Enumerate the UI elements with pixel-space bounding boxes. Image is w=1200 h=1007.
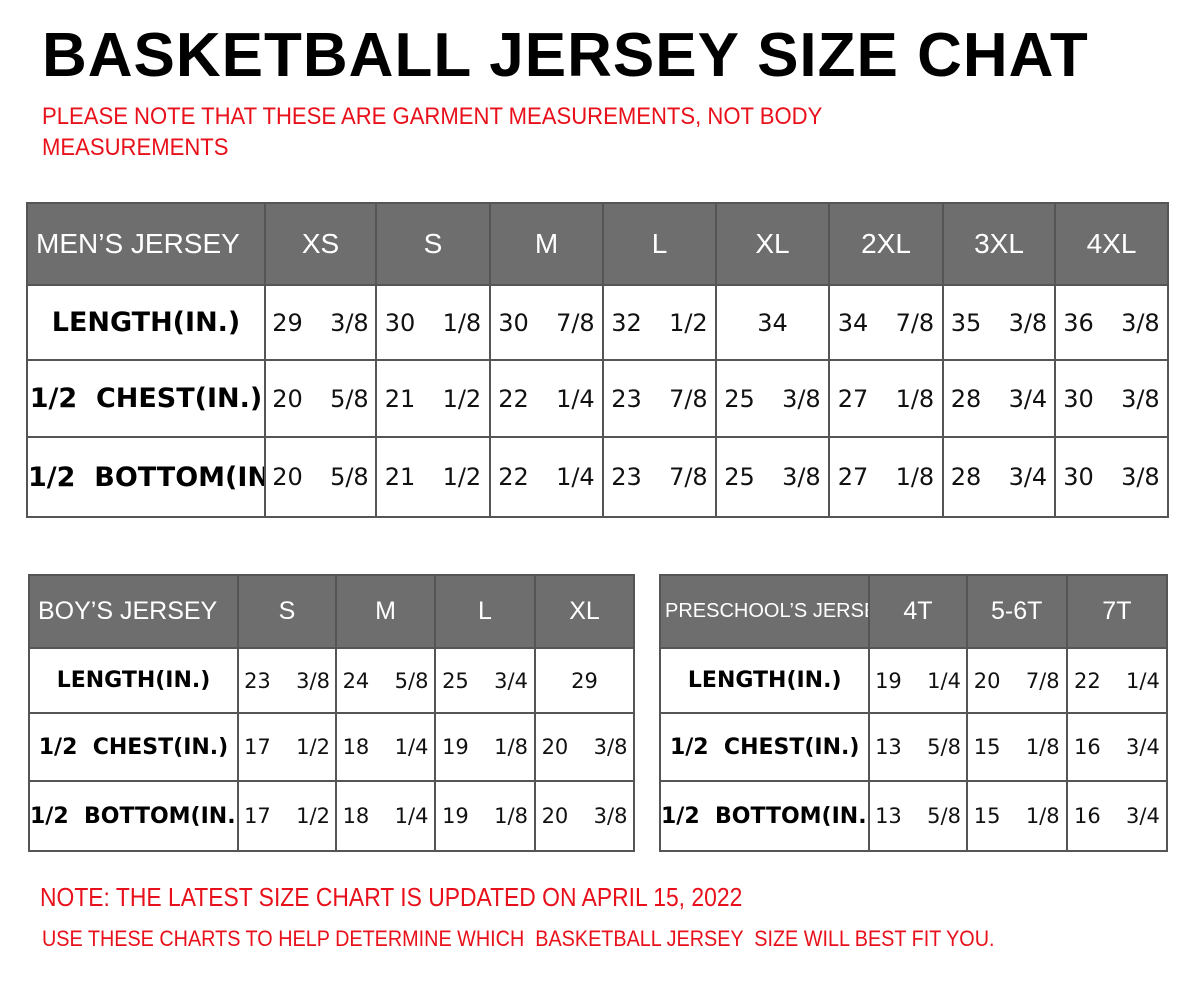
measurement-value: 16 3/4	[1065, 712, 1169, 782]
measurement-value: 21 1/2	[375, 359, 491, 438]
measurement-label: 1/2 BOTTOM(IN.)	[28, 780, 239, 852]
measurement-value: 20 3/8	[534, 780, 635, 852]
measurement-value: 23 3/8	[237, 647, 337, 714]
table-row: LENGTH(IN.) 23 3/8 24 5/8 25 3/4 29	[28, 647, 635, 714]
measurement-label: LENGTH(IN.)	[658, 647, 871, 714]
measurement-value: 22 1/4	[489, 436, 604, 518]
measurement-value: 25 3/4	[434, 647, 536, 714]
measurement-value: 17 1/2	[237, 712, 337, 782]
mens-size-table: MEN’S JERSEY XS S M L XL 2XL 3XL 4XL LENGTH(IN.) 2…	[26, 202, 1169, 518]
measurement-value: 13 5/8	[868, 780, 968, 852]
header-row: PRESCHOOL’S JERSEY 4T 5-6T 7T	[658, 574, 1169, 649]
measurement-value: 27 1/8	[828, 359, 944, 438]
table-title-cell: PRESCHOOL’S JERSEY	[658, 574, 871, 649]
size-header-cell: 2XL	[828, 202, 944, 286]
measurement-value: 16 3/4	[1065, 780, 1169, 852]
measurement-value: 30 1/8	[375, 284, 491, 361]
measurement-value: 19 1/8	[434, 712, 536, 782]
table-row: 1/2 BOTTOM(IN.) 13 5/8 15 1/8 16 3/4	[658, 780, 1169, 852]
measurement-value: 25 3/8	[715, 359, 830, 438]
measurement-label: LENGTH(IN.)	[28, 647, 239, 714]
measurement-value: 17 1/2	[237, 780, 337, 852]
measurement-value: 20 5/8	[264, 359, 377, 438]
size-header-cell: M	[489, 202, 604, 286]
measurement-value: 24 5/8	[335, 647, 436, 714]
measurement-label: 1/2 CHEST(IN.)	[26, 359, 266, 438]
measurement-value: 22 1/4	[489, 359, 604, 438]
size-header-cell: 5-6T	[965, 574, 1068, 649]
size-header-cell: 4XL	[1054, 202, 1169, 286]
size-header-cell: L	[602, 202, 717, 286]
table-row: 1/2 CHEST(IN.) 17 1/2 18 1/4 19 1/8 20 3/8	[28, 712, 635, 782]
measurement-value: 20 3/8	[534, 712, 635, 782]
header-row: BOY’S JERSEY S M L XL	[28, 574, 635, 649]
measurement-value: 35 3/8	[942, 284, 1056, 361]
measurement-value: 29 3/8	[264, 284, 377, 361]
size-header-cell: 7T	[1065, 574, 1169, 649]
measurement-value: 34 7/8	[828, 284, 944, 361]
measurement-value: 32 1/2	[602, 284, 717, 361]
table-row: LENGTH(IN.) 29 3/8 30 1/8 30 7/8 32 1/2 34 34 …	[26, 284, 1169, 361]
size-header-cell: XL	[715, 202, 830, 286]
page-title: BASKETBALL JERSEY SIZE CHAT	[42, 21, 1089, 90]
size-header-cell: L	[434, 574, 536, 649]
measurement-value: 20 5/8	[264, 436, 377, 518]
garment-note-line1: PLEASE NOTE THAT THESE ARE GARMENT MEASU…	[42, 103, 823, 130]
measurement-value: 19 1/8	[434, 780, 536, 852]
measurement-value: 13 5/8	[868, 712, 968, 782]
header-row: MEN’S JERSEY XS S M L XL 2XL 3XL 4XL	[26, 202, 1169, 286]
measurement-value: 36 3/8	[1054, 284, 1169, 361]
measurement-value: 23 7/8	[602, 359, 717, 438]
table-row: 1/2 CHEST(IN.) 20 5/8 21 1/2 22 1/4 23 7/8 25…	[26, 359, 1169, 438]
preschool-size-table: PRESCHOOL’S JERSEY 4T 5-6T 7T LENGTH(IN.) 19 …	[658, 574, 1169, 852]
measurement-value: 18 1/4	[335, 780, 436, 852]
table-row: 1/2 BOTTOM(IN.) 17 1/2 18 1/4 19 1/8 20 3/8	[28, 780, 635, 852]
fit-note: USE THESE CHARTS TO HELP DETERMINE WHICH…	[42, 926, 995, 951]
measurement-value: 18 1/4	[335, 712, 436, 782]
table-row: LENGTH(IN.) 19 1/4 20 7/8 22 1/4	[658, 647, 1169, 714]
size-header-cell: XL	[534, 574, 635, 649]
table-title-cell: MEN’S JERSEY	[26, 202, 266, 286]
measurement-value: 15 1/8	[965, 780, 1068, 852]
measurement-label: 1/2 BOTTOM(IN.)	[26, 436, 266, 518]
table-title-cell: BOY’S JERSEY	[28, 574, 239, 649]
garment-note-line2: MEASUREMENTS	[42, 134, 229, 161]
measurement-value: 34	[715, 284, 830, 361]
measurement-value: 30 3/8	[1054, 436, 1169, 518]
measurement-value: 22 1/4	[1065, 647, 1169, 714]
size-header-cell: M	[335, 574, 436, 649]
measurement-label: LENGTH(IN.)	[26, 284, 266, 361]
update-note: NOTE: THE LATEST SIZE CHART IS UPDATED O…	[40, 882, 743, 912]
measurement-value: 27 1/8	[828, 436, 944, 518]
measurement-value: 30 3/8	[1054, 359, 1169, 438]
boys-size-table: BOY’S JERSEY S M L XL LENGTH(IN.) 23 3/8 24 5/8…	[28, 574, 635, 852]
size-header-cell: XS	[264, 202, 377, 286]
size-header-cell: S	[375, 202, 491, 286]
measurement-value: 30 7/8	[489, 284, 604, 361]
measurement-value: 19 1/4	[868, 647, 968, 714]
measurement-value: 21 1/2	[375, 436, 491, 518]
size-header-cell: S	[237, 574, 337, 649]
size-header-cell: 3XL	[942, 202, 1056, 286]
measurement-value: 28 3/4	[942, 436, 1056, 518]
measurement-value: 20 7/8	[965, 647, 1068, 714]
size-header-cell: 4T	[868, 574, 968, 649]
measurement-label: 1/2 BOTTOM(IN.)	[658, 780, 871, 852]
measurement-value: 29	[534, 647, 635, 714]
measurement-label: 1/2 CHEST(IN.)	[658, 712, 871, 782]
table-row: 1/2 CHEST(IN.) 13 5/8 15 1/8 16 3/4	[658, 712, 1169, 782]
measurement-value: 15 1/8	[965, 712, 1068, 782]
table-row: 1/2 BOTTOM(IN.)20 5/821 1/222 1/423 7/82…	[26, 436, 1169, 518]
measurement-value: 28 3/4	[942, 359, 1056, 438]
measurement-label: 1/2 CHEST(IN.)	[28, 712, 239, 782]
measurement-value: 23 7/8	[602, 436, 717, 518]
measurement-value: 25 3/8	[715, 436, 830, 518]
